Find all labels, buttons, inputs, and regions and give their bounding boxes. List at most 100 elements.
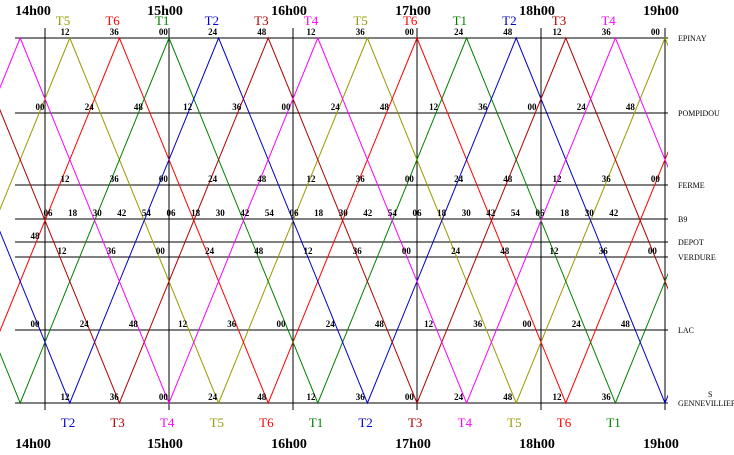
minute-label: 42 bbox=[486, 208, 496, 218]
train-label-top: T1 bbox=[453, 13, 467, 28]
station-label: VERDURE bbox=[678, 253, 716, 262]
station-label: GENNEVILLIER bbox=[678, 399, 734, 408]
minute-label: 54 bbox=[388, 208, 398, 218]
minute-label: 24 bbox=[572, 319, 582, 329]
minute-label: 24 bbox=[326, 319, 336, 329]
minute-label: 48 bbox=[254, 246, 264, 256]
train-label-top: T4 bbox=[304, 13, 319, 28]
hour-label-bottom: 17h00 bbox=[395, 437, 431, 452]
minute-label: 00 bbox=[651, 27, 661, 37]
station-prefix: S bbox=[708, 390, 712, 399]
minute-label: 12 bbox=[429, 102, 439, 112]
train-label-bottom: T1 bbox=[606, 415, 620, 430]
minute-label: 48 bbox=[31, 231, 41, 241]
train-label-top: T5 bbox=[353, 13, 367, 28]
train-label-bottom: T5 bbox=[507, 415, 521, 430]
hour-label-top: 15h00 bbox=[147, 4, 183, 19]
station-label: POMPIDOU bbox=[678, 109, 720, 118]
minute-label: 00 bbox=[405, 27, 415, 37]
minute-label: 30 bbox=[93, 208, 103, 218]
minute-label: 30 bbox=[339, 208, 349, 218]
minute-label: 18 bbox=[191, 208, 201, 218]
hour-label-top: 16h00 bbox=[271, 4, 307, 19]
minute-label: 12 bbox=[58, 246, 68, 256]
train-label-bottom: T3 bbox=[110, 415, 124, 430]
minute-label: 36 bbox=[602, 27, 612, 37]
minute-label: 00 bbox=[528, 102, 538, 112]
train-label-top: T6 bbox=[403, 13, 418, 28]
minute-label: 36 bbox=[353, 246, 363, 256]
minute-label: 48 bbox=[503, 174, 513, 184]
minute-label: 48 bbox=[257, 392, 267, 402]
minute-label: 00 bbox=[159, 392, 169, 402]
minute-label: 24 bbox=[454, 174, 464, 184]
train-path bbox=[0, 36, 668, 405]
minute-label: 24 bbox=[331, 102, 341, 112]
minute-label: 36 bbox=[602, 392, 612, 402]
hour-label-bottom: 19h00 bbox=[643, 437, 679, 452]
minute-label: 06 bbox=[44, 208, 54, 218]
minute-label: 00 bbox=[648, 246, 658, 256]
train-label-bottom: T2 bbox=[61, 415, 75, 430]
train-path bbox=[0, 36, 668, 405]
hour-label-bottom: 15h00 bbox=[147, 437, 183, 452]
train-label-top: T5 bbox=[56, 13, 70, 28]
minute-label: 06 bbox=[167, 208, 177, 218]
minute-label: 42 bbox=[117, 208, 127, 218]
train-label-bottom: T4 bbox=[160, 415, 175, 430]
minute-label: 54 bbox=[511, 208, 521, 218]
minute-label: 42 bbox=[609, 208, 619, 218]
minute-label: 36 bbox=[478, 102, 488, 112]
minute-label: 24 bbox=[208, 174, 218, 184]
minute-label: 00 bbox=[405, 174, 415, 184]
minute-label: 06 bbox=[536, 208, 546, 218]
hour-label-top: 19h00 bbox=[643, 4, 679, 19]
minute-label: 24 bbox=[80, 319, 90, 329]
minute-label: 30 bbox=[462, 208, 472, 218]
minute-label: 00 bbox=[159, 174, 169, 184]
minute-label: 18 bbox=[68, 208, 78, 218]
train-label-top: T3 bbox=[254, 13, 268, 28]
minute-label: 36 bbox=[356, 27, 366, 37]
minute-label: 00 bbox=[402, 246, 412, 256]
minute-label: 24 bbox=[451, 246, 461, 256]
minute-label: 00 bbox=[282, 102, 292, 112]
train-label-top: T1 bbox=[155, 13, 169, 28]
train-label-top: T3 bbox=[552, 13, 566, 28]
minute-label: 36 bbox=[356, 392, 366, 402]
minute-label: 30 bbox=[585, 208, 595, 218]
station-label: EPINAY bbox=[678, 34, 707, 43]
minute-label: 00 bbox=[523, 319, 533, 329]
minute-label: 00 bbox=[277, 319, 287, 329]
minute-label: 42 bbox=[363, 208, 373, 218]
minute-label: 48 bbox=[621, 319, 631, 329]
station-label: DEPOT bbox=[678, 238, 704, 247]
minute-label: 24 bbox=[208, 27, 218, 37]
train-path bbox=[0, 36, 668, 405]
minute-label: 36 bbox=[232, 102, 242, 112]
minute-label: 36 bbox=[107, 246, 117, 256]
hour-label-bottom: 18h00 bbox=[519, 437, 555, 452]
minute-label: 48 bbox=[626, 102, 636, 112]
train-label-bottom: T4 bbox=[458, 415, 473, 430]
minute-label: 12 bbox=[304, 246, 314, 256]
minute-label: 00 bbox=[36, 102, 46, 112]
train-label-bottom: T2 bbox=[358, 415, 372, 430]
minute-label: 00 bbox=[31, 319, 41, 329]
minute-label: 06 bbox=[290, 208, 300, 218]
train-label-bottom: T5 bbox=[210, 415, 224, 430]
minute-label: 48 bbox=[257, 174, 267, 184]
minute-label: 36 bbox=[473, 319, 483, 329]
station-label: B9 bbox=[678, 215, 687, 224]
train-path bbox=[0, 36, 668, 405]
station-label: LAC bbox=[678, 326, 694, 335]
minute-label: 00 bbox=[159, 27, 169, 37]
minute-label: 36 bbox=[110, 392, 120, 402]
minute-label: 18 bbox=[314, 208, 324, 218]
minute-label: 00 bbox=[405, 392, 415, 402]
minute-label: 12 bbox=[307, 174, 317, 184]
minute-label: 48 bbox=[134, 102, 144, 112]
train-label-top: T6 bbox=[105, 13, 120, 28]
minute-label: 12 bbox=[307, 27, 317, 37]
minute-label: 24 bbox=[85, 102, 95, 112]
